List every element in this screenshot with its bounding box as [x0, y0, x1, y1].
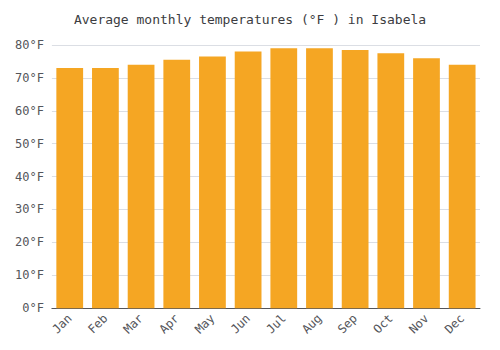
svg-text:Jun: Jun	[228, 311, 253, 336]
svg-text:Feb: Feb	[85, 311, 110, 336]
svg-text:Mar: Mar	[121, 311, 146, 336]
svg-text:0°F: 0°F	[22, 301, 44, 315]
svg-text:70°F: 70°F	[15, 71, 44, 85]
svg-text:30°F: 30°F	[15, 202, 44, 216]
svg-text:Average monthly temperatures (: Average monthly temperatures (°F ) in Is…	[74, 12, 426, 27]
svg-text:Jul: Jul	[264, 311, 289, 336]
svg-text:May: May	[192, 311, 217, 336]
svg-text:80°F: 80°F	[15, 38, 44, 52]
svg-text:60°F: 60°F	[15, 104, 44, 118]
svg-text:Oct: Oct	[371, 311, 396, 336]
svg-text:Nov: Nov	[406, 311, 431, 336]
svg-text:Apr: Apr	[156, 311, 181, 336]
svg-text:Aug: Aug	[299, 311, 324, 336]
svg-text:Dec: Dec	[442, 311, 467, 336]
svg-text:20°F: 20°F	[15, 235, 44, 249]
svg-text:10°F: 10°F	[15, 268, 44, 282]
svg-text:Jan: Jan	[49, 311, 74, 336]
svg-text:40°F: 40°F	[15, 170, 44, 184]
svg-text:Sep: Sep	[335, 311, 360, 336]
svg-text:50°F: 50°F	[15, 137, 44, 151]
